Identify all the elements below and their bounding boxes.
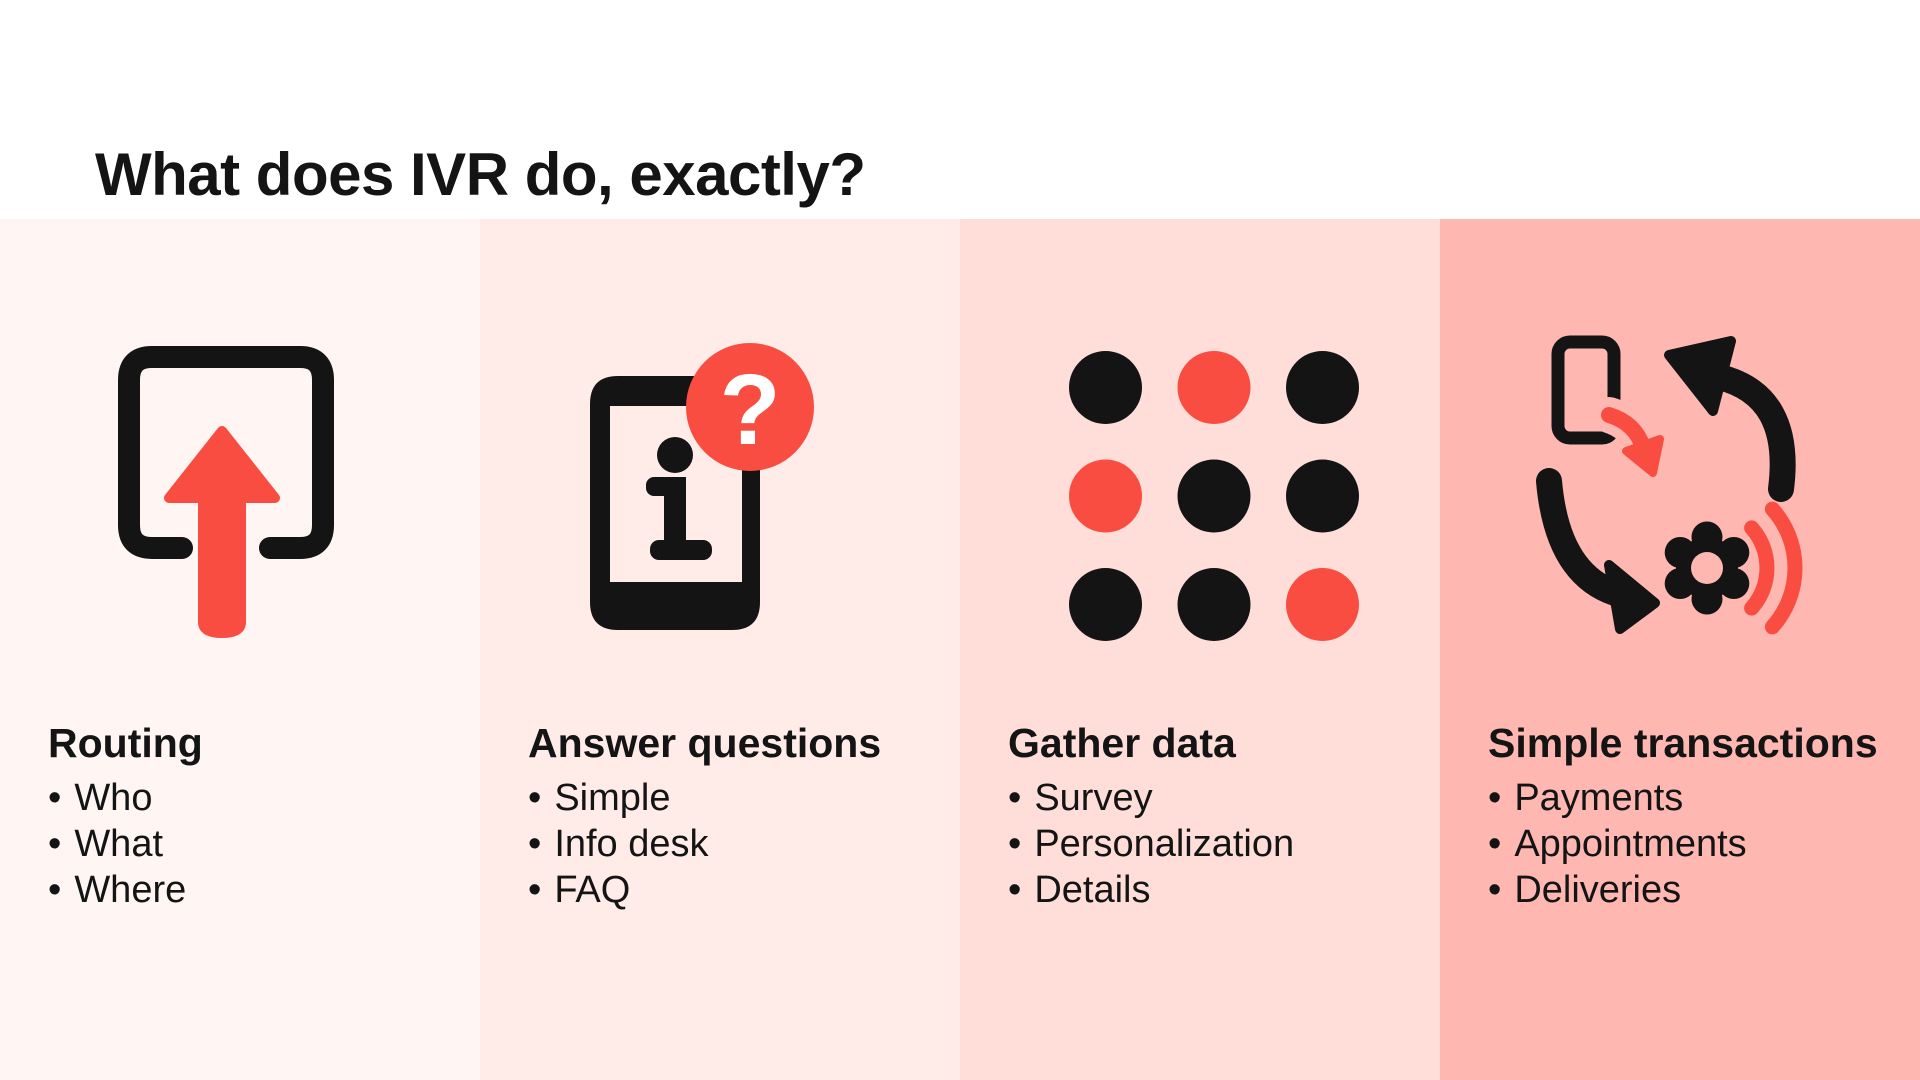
column-title: Simple transactions bbox=[1488, 720, 1878, 766]
list-item-label: What bbox=[74, 823, 164, 865]
list-item: • Info desk bbox=[528, 821, 881, 867]
bullet-glyph: • bbox=[528, 777, 542, 819]
list-item-label: Appointments bbox=[1514, 823, 1747, 865]
column-simple-transactions: Simple transactions • Payments • Appointme… bbox=[1440, 219, 1920, 1080]
list-item-label: Details bbox=[1034, 869, 1151, 911]
bullet-list: • Payments • Appointments • Deliveries bbox=[1488, 775, 1878, 913]
sync-arrow-down-right bbox=[1536, 468, 1660, 634]
list-item: • Personalization bbox=[1008, 821, 1294, 867]
bullet-glyph: • bbox=[1008, 777, 1022, 819]
bullet-glyph: • bbox=[1488, 777, 1502, 819]
gather-data-text: Gather data • Survey • Personalization • De… bbox=[1008, 719, 1294, 913]
column-title: Answer questions bbox=[528, 720, 882, 766]
list-item: • Where bbox=[48, 867, 203, 913]
sound-waves-icon bbox=[1744, 501, 1803, 635]
list-item-label: Personalization bbox=[1034, 823, 1295, 865]
device-sync-gear-icon bbox=[1536, 335, 1803, 635]
list-item: • Appointments bbox=[1488, 821, 1878, 867]
bullet-list: • Simple • Info desk • FAQ bbox=[528, 775, 881, 913]
columns-band: Routing • Who • What • Where bbox=[0, 219, 1920, 1080]
list-item: • Who bbox=[48, 775, 203, 821]
open-square-shape bbox=[118, 346, 334, 559]
bullet-glyph: • bbox=[1488, 823, 1502, 865]
column-title: Routing bbox=[48, 720, 203, 766]
list-item-label: FAQ bbox=[554, 869, 631, 911]
gather-data-icon-wrap bbox=[1069, 351, 1359, 641]
simple-transactions-icon-wrap bbox=[1535, 331, 1815, 641]
arrow-into-device bbox=[1591, 397, 1672, 485]
bullet-glyph: • bbox=[48, 777, 62, 819]
list-item: • Payments bbox=[1488, 775, 1878, 821]
bullet-glyph: • bbox=[48, 869, 62, 911]
dot-grid-icon bbox=[1069, 351, 1359, 641]
list-item-label: Info desk bbox=[554, 823, 709, 865]
list-item-label: Simple bbox=[554, 777, 671, 819]
bullet-list: • Who • What • Where bbox=[48, 775, 203, 913]
page-title: What does IVR do, exactly? bbox=[95, 141, 866, 209]
column-gather-data: Gather data • Survey • Personalization • De… bbox=[960, 219, 1440, 1080]
gear-icon bbox=[1664, 521, 1750, 615]
info-glyph bbox=[646, 437, 712, 560]
bullet-list: • Survey • Personalization • Details bbox=[1008, 775, 1294, 913]
list-item: • What bbox=[48, 821, 203, 867]
list-item-label: Payments bbox=[1514, 777, 1684, 819]
bullet-glyph: • bbox=[1488, 869, 1502, 911]
list-item-label: Where bbox=[74, 869, 187, 911]
column-routing: Routing • Who • What • Where bbox=[0, 219, 480, 1080]
answer-questions-text: Answer questions • Simple • Info desk • FAQ bbox=[528, 719, 881, 913]
list-item: • Survey bbox=[1008, 775, 1294, 821]
routing-icon-wrap bbox=[118, 346, 334, 638]
answer-questions-icon-wrap: ? bbox=[590, 343, 814, 631]
list-item-label: Who bbox=[74, 777, 153, 819]
bullet-glyph: • bbox=[1008, 823, 1022, 865]
list-item-label: Survey bbox=[1034, 777, 1153, 819]
column-title: Gather data bbox=[1008, 720, 1236, 766]
up-arrow-shape bbox=[164, 426, 280, 638]
arrow-up-from-square-icon bbox=[118, 346, 334, 638]
bullet-glyph: • bbox=[528, 823, 542, 865]
bullet-glyph: • bbox=[48, 823, 62, 865]
question-mark: ? bbox=[719, 354, 780, 466]
list-item-label: Deliveries bbox=[1514, 869, 1682, 911]
column-answer-questions: ? Answer questions • Simple • Info desk • F… bbox=[480, 219, 960, 1080]
list-item: • Simple bbox=[528, 775, 881, 821]
simple-transactions-text: Simple transactions • Payments • Appointme… bbox=[1488, 719, 1878, 913]
question-badge-icon: ? bbox=[686, 343, 814, 471]
phone-info-question-icon: ? bbox=[590, 343, 814, 630]
bullet-glyph: • bbox=[528, 869, 542, 911]
device-icon bbox=[1551, 335, 1621, 445]
routing-text: Routing • Who • What • Where bbox=[48, 719, 203, 913]
bullet-glyph: • bbox=[1008, 869, 1022, 911]
list-item: • FAQ bbox=[528, 867, 881, 913]
sync-arrow-up-left bbox=[1664, 336, 1796, 502]
list-item: • Details bbox=[1008, 867, 1294, 913]
list-item: • Deliveries bbox=[1488, 867, 1878, 913]
